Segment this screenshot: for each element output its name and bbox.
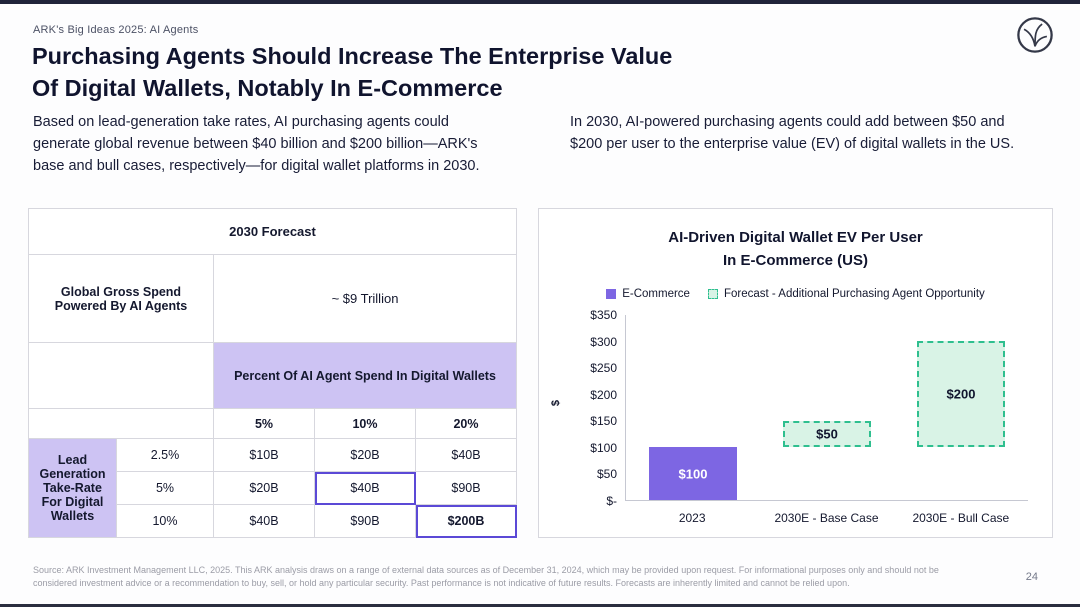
chart-panel: AI-Driven Digital Wallet EV Per User In … xyxy=(538,208,1053,538)
y-tick-label: $250 xyxy=(590,361,617,376)
y-tick-label: $350 xyxy=(590,308,617,322)
bar-forecast: $200 xyxy=(917,341,1005,448)
chart-title-line2: In E-Commerce (US) xyxy=(722,252,869,270)
chart-title-line1: AI-Driven Digital Wallet EV Per User xyxy=(668,229,923,246)
page-title-line1: Purchasing Agents Should Increase The En… xyxy=(32,43,673,69)
intro-left-paragraph: Based on lead-generation take rates, AI … xyxy=(33,114,480,174)
value-cell-base-case: $40B xyxy=(314,471,416,505)
forecast-table: 2030 Forecast Global Gross Spend Powered… xyxy=(28,208,517,538)
bar-forecast: $50 xyxy=(783,420,871,448)
gross-spend-label-cell: Global Gross Spend Powered By AI Agents xyxy=(28,254,214,343)
y-axis-ticks: $350 $300 $250 $200 $150 $100 $50 $- xyxy=(571,308,623,508)
y-tick-label: $100 xyxy=(590,440,617,455)
legend-item-forecast: Forecast - Additional Purchasing Agent O… xyxy=(707,287,985,300)
forecast-table-panel: 2030 Forecast Global Gross Spend Powered… xyxy=(28,208,517,538)
page-title: Purchasing Agents Should Increase The En… xyxy=(32,40,672,105)
legend-label-forecast: Forecast - Additional Purchasing Agent O… xyxy=(723,287,985,300)
x-axis-category: 2030E - Base Case xyxy=(774,511,879,525)
bar-slot: $100 xyxy=(626,315,760,500)
bar-value-label: $50 xyxy=(816,426,838,442)
bar-value-label: $200 xyxy=(946,386,976,402)
chart-plot: $100 $50 $200 xyxy=(625,315,1028,501)
page-title-line2: Of Digital Wallets, Notably In E-Commerc… xyxy=(32,75,503,102)
y-tick-label: $50 xyxy=(596,467,617,482)
eyebrow-label: ARK's Big Ideas 2025: AI Agents xyxy=(33,24,199,36)
percent-header-cell: Percent Of AI Agent Spend In Digital Wal… xyxy=(213,342,517,409)
value-cell: $40B xyxy=(213,504,315,538)
x-axis-labels: 2023 2030E - Base Case 2030E - Bull Case xyxy=(625,511,1028,525)
page-number: 24 xyxy=(1025,571,1038,583)
bottom-accent-bar xyxy=(0,604,1080,607)
chart-legend: E-Commerce Forecast - Additional Purchas… xyxy=(539,288,1052,300)
chart-area: $ $350 $300 $250 $200 $150 $100 $50 $- $100 $50 $… xyxy=(550,308,1034,508)
rate-cell: 10% xyxy=(116,504,214,538)
y-tick-label: $- xyxy=(606,494,617,508)
value-cell: $10B xyxy=(213,438,315,472)
gross-spend-value-cell: ~ $9 Trillion xyxy=(213,254,517,343)
value-cell: $90B xyxy=(415,471,517,505)
bar-ecommerce: $100 xyxy=(649,447,737,500)
value-cell: $20B xyxy=(213,471,315,505)
footer-disclaimer: Source: ARK Investment Management LLC, 2… xyxy=(33,565,939,589)
y-tick-label: $300 xyxy=(590,334,617,349)
legend-label-ecommerce: E-Commerce xyxy=(622,287,690,300)
value-cell: $90B xyxy=(314,504,416,538)
take-rate-label-cell: Lead Generation Take-Rate For Digital Wa… xyxy=(28,438,117,538)
legend-swatch-ecommerce-icon xyxy=(606,288,617,299)
table-title-cell: 2030 Forecast xyxy=(28,208,517,255)
y-tick-label: $150 xyxy=(590,414,617,429)
rate-cell: 5% xyxy=(116,471,214,505)
legend-swatch-forecast-icon xyxy=(707,288,718,299)
bar-slot: $50 xyxy=(760,315,894,500)
x-axis-category: 2023 xyxy=(678,511,706,525)
ark-logo-icon xyxy=(1017,17,1053,53)
top-accent-bar xyxy=(0,0,1080,4)
empty-cell xyxy=(28,342,214,409)
bar-value-label: $100 xyxy=(678,466,708,482)
y-axis-title: $ xyxy=(550,399,563,406)
rate-cell: 2.5% xyxy=(116,438,214,472)
chart-title: AI-Driven Digital Wallet EV Per User In … xyxy=(539,226,1052,273)
intro-right-paragraph: In 2030, AI-powered purchasing agents co… xyxy=(570,114,1015,152)
empty-cell xyxy=(28,408,214,439)
y-tick-label: $200 xyxy=(590,387,617,402)
value-cell: $20B xyxy=(314,438,416,472)
bar-slot: $200 xyxy=(894,315,1028,500)
x-axis-category: 2030E - Bull Case xyxy=(912,511,1010,525)
col-header-5: 5% xyxy=(213,408,315,439)
legend-item-ecommerce: E-Commerce xyxy=(606,288,690,300)
value-cell: $40B xyxy=(415,438,517,472)
col-header-20: 20% xyxy=(415,408,517,439)
value-cell-bull-case: $200B xyxy=(415,504,517,538)
col-header-10: 10% xyxy=(314,408,416,439)
